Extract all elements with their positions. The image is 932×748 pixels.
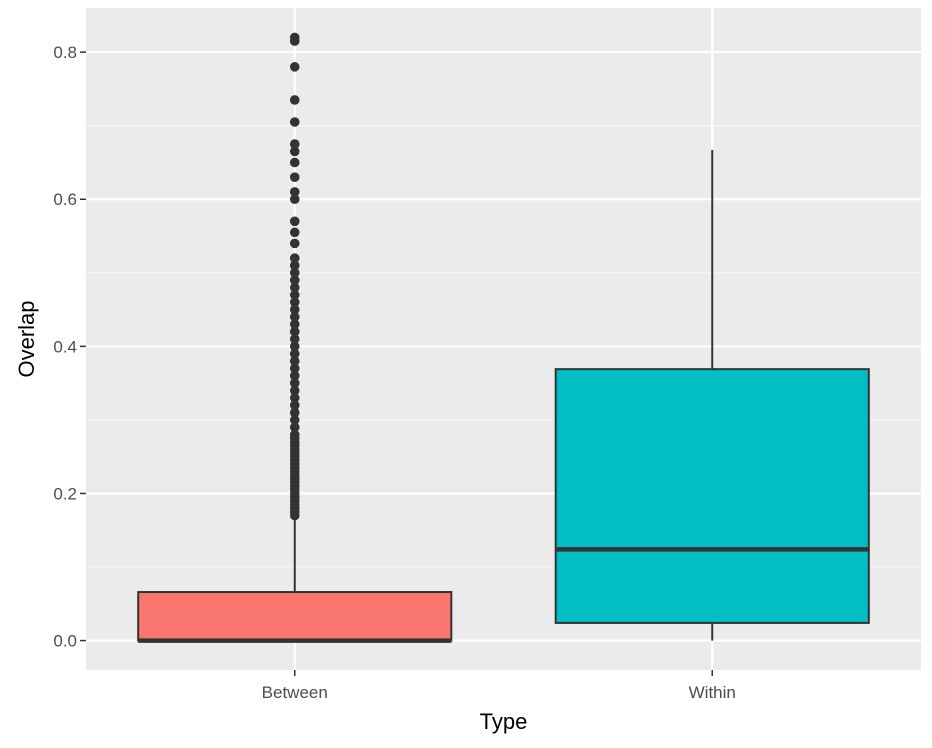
y-tick-label: 0.6 [53,190,77,209]
outlier-point [289,282,300,293]
outlier-point [289,172,300,182]
outlier-point [289,356,300,366]
outlier-point [289,194,300,205]
outlier-point [289,407,300,418]
outlier-point [289,253,300,263]
outlier-point [289,429,300,440]
box-body [554,368,870,624]
box-within [554,149,870,641]
outlier-point [289,290,300,300]
box-between [137,32,453,643]
box-body [137,591,453,642]
x-axis: Between Within [262,670,736,702]
outlier-point [289,348,300,359]
outlier-point [289,227,300,238]
boxes [137,32,870,643]
y-tick-label: 0.2 [53,484,77,503]
outlier-point [289,216,300,227]
outlier-point [289,415,300,425]
y-axis: 0.0 0.2 0.4 0.6 0.8 [53,43,86,651]
outlier-point [289,326,300,337]
outlier-point [289,312,300,322]
outlier-point [289,32,300,43]
outlier-point [289,393,300,403]
y-tick-label: 0.8 [53,43,77,62]
outlier-point [289,370,300,381]
outlier-point [289,95,300,105]
outlier-point [289,422,300,433]
y-tick-label: 0.4 [53,337,77,356]
outlier-point [289,62,300,72]
outlier-point [289,319,300,330]
outlier-point [289,400,300,411]
outlier-point [289,187,300,197]
outlier-point [289,268,300,278]
outlier-point [289,304,300,315]
outlier-point [289,341,300,352]
x-tick-label: Within [689,683,736,702]
x-axis-title: Type [480,709,528,734]
outlier-point [289,378,300,388]
y-axis-title: Overlap [14,300,39,377]
y-tick-label: 0.0 [53,632,77,651]
outlier-point [289,238,300,249]
outlier-point [289,275,300,285]
outlier-point [289,139,300,149]
outlier-point [289,334,300,344]
outlier-point [289,297,300,308]
outlier-point [289,157,300,168]
outlier-point [289,385,300,396]
outlier-point [289,260,300,271]
x-tick-label: Between [262,683,328,702]
outlier-point [289,363,300,374]
outlier-point [289,117,300,127]
outlier-point [289,146,300,157]
